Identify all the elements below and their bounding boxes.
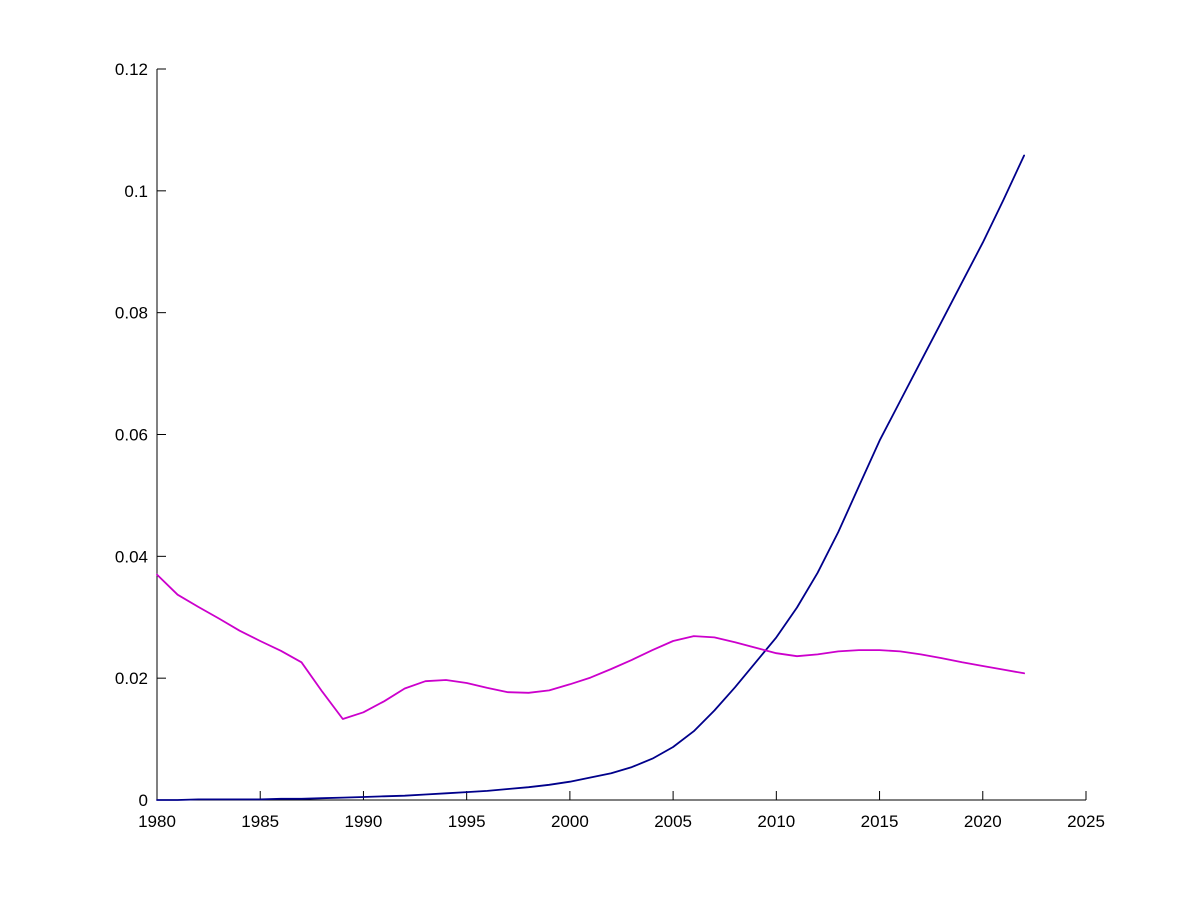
x-tick-label: 1995 <box>448 812 486 831</box>
y-tick-label: 0.04 <box>115 547 148 566</box>
x-tick-label: 1985 <box>241 812 279 831</box>
y-tick-label: 0 <box>139 791 148 810</box>
x-tick-label: 2005 <box>654 812 692 831</box>
x-tick-label: 2010 <box>757 812 795 831</box>
x-tick-label: 2020 <box>964 812 1002 831</box>
x-tick-label: 2025 <box>1067 812 1105 831</box>
magenta-line <box>156 573 1025 720</box>
y-tick-label: 0.1 <box>124 182 148 201</box>
y-tick-label: 0.12 <box>115 60 148 79</box>
y-tick-label: 0.08 <box>115 304 148 323</box>
x-tick-label: 2015 <box>861 812 899 831</box>
y-tick-label: 0.02 <box>115 669 148 688</box>
x-tick-label: 2000 <box>551 812 589 831</box>
x-tick-label: 1990 <box>345 812 383 831</box>
x-tick-label: 1980 <box>138 812 176 831</box>
dark-blue-line <box>156 154 1025 801</box>
y-tick-label: 0.06 <box>115 426 148 445</box>
